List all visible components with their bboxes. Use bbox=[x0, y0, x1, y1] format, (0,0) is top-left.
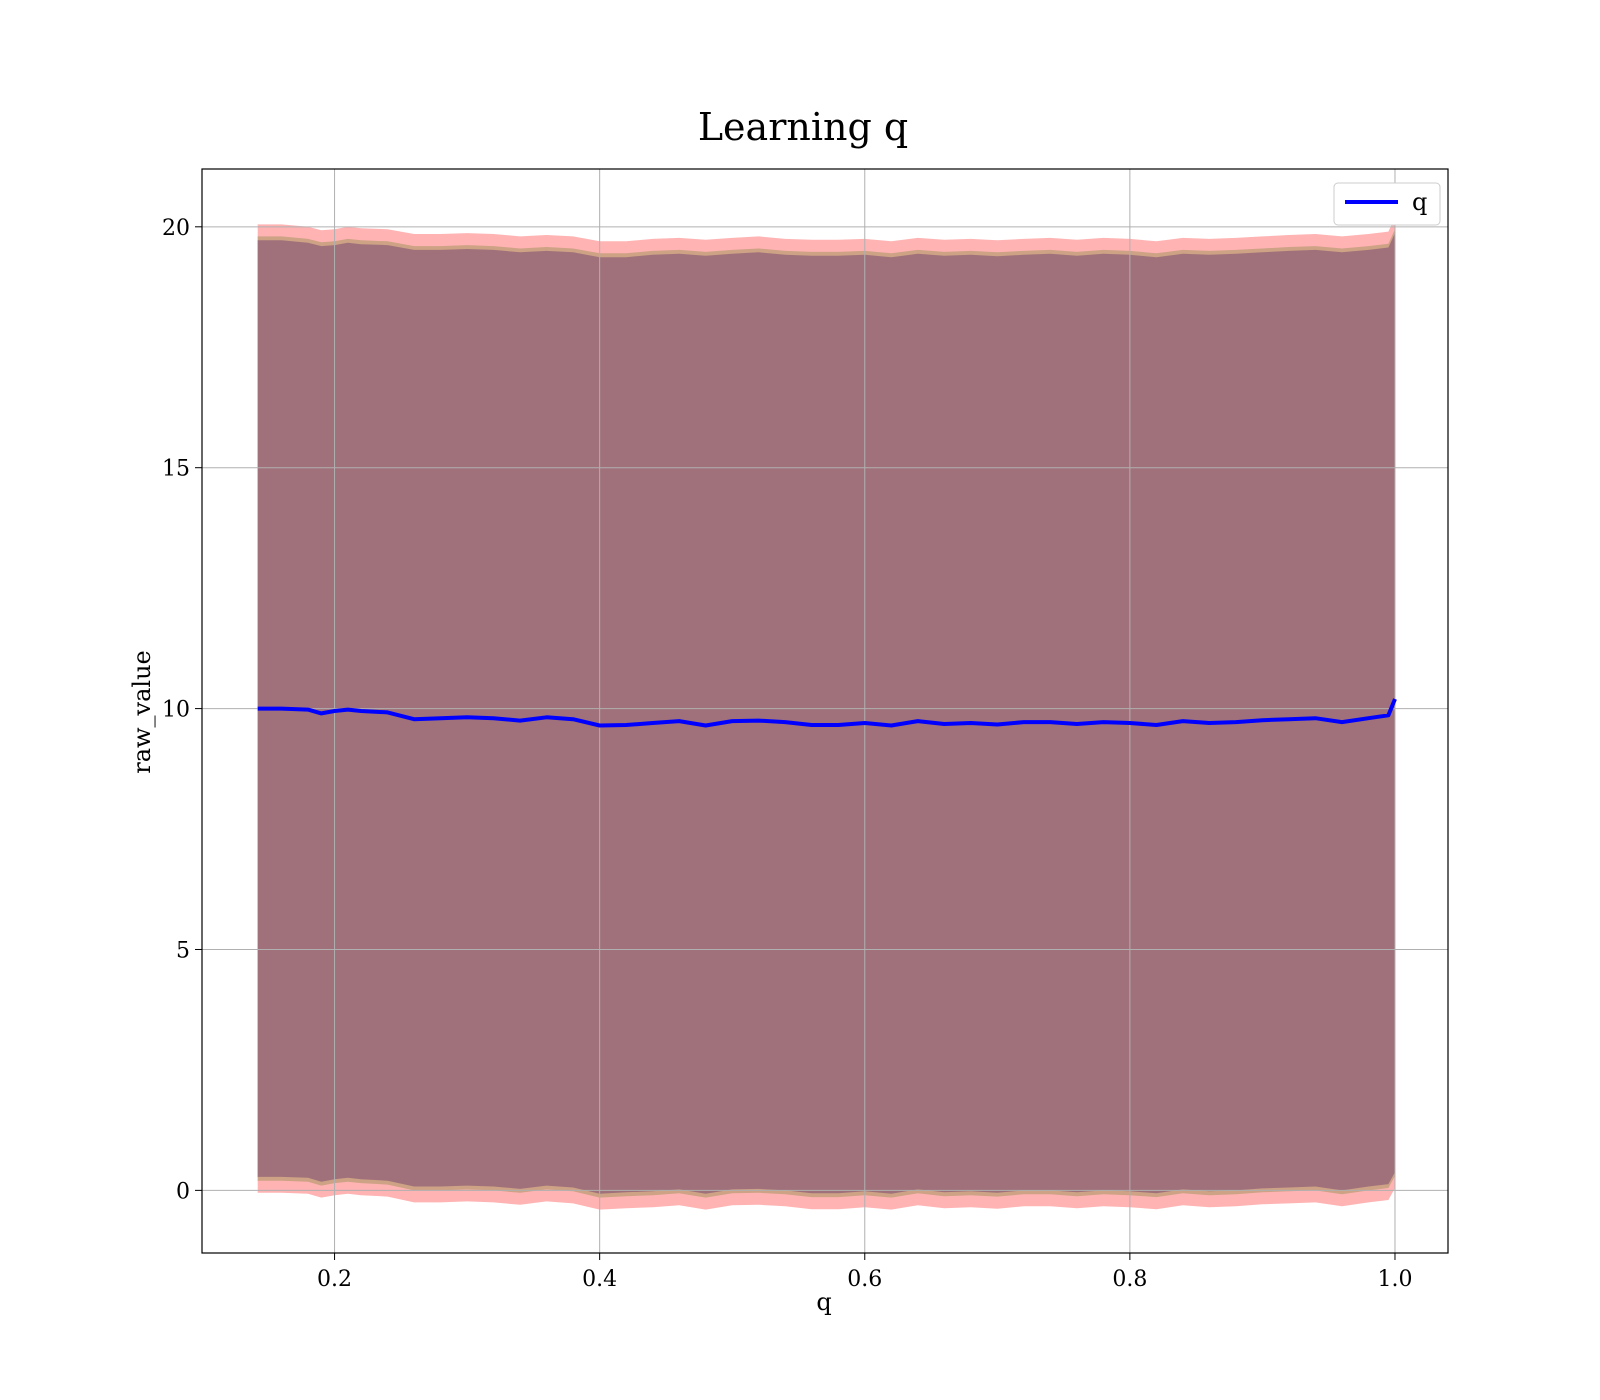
grid-lines bbox=[202, 169, 1448, 1253]
series-line-q bbox=[257, 698, 1397, 728]
y-tick-label: 5 bbox=[176, 938, 190, 963]
chart-title: Learning q bbox=[698, 105, 908, 149]
x-tick-label: 0.4 bbox=[582, 1267, 617, 1292]
y-tick-label: 20 bbox=[162, 216, 190, 241]
y-tick-label: 15 bbox=[162, 457, 190, 482]
y-axis-ticks: 0 5 10 15 20 bbox=[162, 216, 202, 1204]
legend-label-q: q bbox=[1412, 188, 1427, 216]
series-lines bbox=[257, 698, 1397, 728]
y-tick-label: 10 bbox=[162, 698, 190, 723]
band-inner bbox=[257, 233, 1396, 1194]
x-axis-ticks: 0.2 0.4 0.6 0.8 1.0 bbox=[317, 1253, 1412, 1292]
x-tick-label: 0.2 bbox=[317, 1267, 352, 1292]
legend: q bbox=[1333, 182, 1441, 226]
x-tick-label: 1.0 bbox=[1377, 1267, 1412, 1292]
x-tick-label: 0.8 bbox=[1112, 1267, 1147, 1292]
confidence-bands bbox=[257, 217, 1396, 1210]
axes-frame bbox=[201, 168, 1449, 1254]
plot-frame bbox=[201, 168, 1449, 1254]
y-axis-label: raw_value bbox=[128, 650, 156, 774]
y-tick-label: 0 bbox=[176, 1179, 190, 1204]
x-axis-label: q bbox=[816, 1288, 831, 1316]
x-tick-label: 0.6 bbox=[847, 1267, 882, 1292]
